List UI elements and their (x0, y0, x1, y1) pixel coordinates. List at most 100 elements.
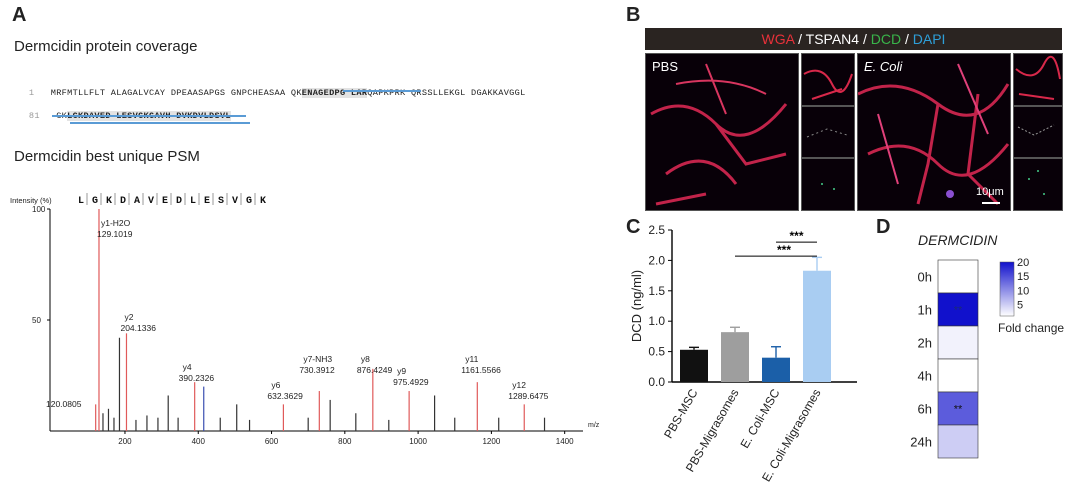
x-tick-label: 1000 (409, 437, 427, 446)
sequence-residue: E (204, 196, 210, 207)
category-label: E. Coli-MSC (737, 386, 782, 450)
panel-c-label: C (626, 216, 641, 238)
x-tick-label: 1200 (482, 437, 500, 446)
ecoli-micrograph: E. Coli 10μm (857, 53, 1011, 211)
ecoli-wga-thumb (1013, 53, 1063, 106)
y-axis-label: Intensity (%) (10, 196, 52, 205)
colorbar-label: Fold change (998, 321, 1064, 335)
sequence-residue: D (120, 196, 126, 207)
significance-stars: *** (789, 229, 803, 243)
psm-title: Dermcidin best unique PSM (14, 148, 200, 165)
stain-legend-part: TSPAN4 (805, 31, 860, 47)
panel-b-label: B (626, 4, 641, 26)
stain-legend: WGA / TSPAN4 / DCD / DAPI (645, 28, 1062, 50)
peak-ion-label: y4 (183, 362, 192, 372)
peak-mz-label: 120.0805 (46, 399, 82, 409)
ecoli-tspan4-thumb (1013, 106, 1063, 158)
x-tick-label: 1400 (556, 437, 574, 446)
x-tick-label: 200 (118, 437, 132, 446)
ecoli-network (858, 63, 1010, 206)
bar (762, 357, 790, 382)
colorbar-tick: 20 (1017, 257, 1029, 269)
seq1-number: 1 (28, 88, 35, 98)
sequence-line-2: 81 GKLGKDAVED LESVGKGAVH DVKDVLDSVL (18, 101, 231, 121)
heatmap-row-label: 6h (918, 402, 932, 417)
sequence-residue: S (218, 196, 224, 207)
seq1-post: QAPKPRK QRSSLLEKGL DGAKKAVGGL (367, 88, 526, 98)
stain-legend-part: / (859, 31, 871, 47)
peak-mz-label: 129.1019 (97, 229, 133, 239)
scale-label: 10μm (976, 186, 1004, 198)
scale-bar (982, 202, 1000, 204)
pbs-label: PBS (652, 59, 679, 74)
heatmap-cell (937, 424, 979, 459)
sequence-residue: K (260, 196, 266, 207)
panel-a-label: A (12, 4, 27, 26)
peak-mz-label: 632.3629 (267, 391, 303, 401)
heatmap-star: ** (954, 404, 963, 416)
gene-title: DERMCIDIN (918, 232, 998, 248)
heatmap-row-label: 24h (910, 435, 932, 450)
y-tick-label: 50 (32, 316, 41, 325)
stain-legend-part: / (901, 31, 913, 47)
x-tick-label: 800 (338, 437, 352, 446)
heatmap-row-label: 4h (918, 369, 932, 384)
heatmap-star: ** (954, 305, 963, 317)
sequence-residue: L (78, 196, 84, 207)
peak-ion-label: y12 (512, 380, 526, 390)
pbs-network (650, 63, 788, 206)
heatmap-cell (937, 325, 979, 360)
y-tick-label: 100 (32, 205, 46, 214)
peak-mz-label: 204.1336 (120, 323, 156, 333)
panel-d-label: D (876, 216, 891, 238)
sequence-residue: L (190, 196, 196, 207)
peak-ion-label: y9 (397, 366, 406, 376)
seq1-pre: MRFMTLLFLT ALAGALVCAY DPEAASAPGS GNPCHEA… (50, 88, 302, 98)
colorbar-tick: 15 (1017, 271, 1029, 283)
peak-ion-label: y8 (361, 354, 370, 364)
sequence-line-1: 1 MRFMTLLFLT ALAGALVCAY DPEAASAPGS GNPCH… (18, 78, 526, 98)
category-label: PBS-MSC (661, 386, 701, 441)
peak-mz-label: 876.4249 (357, 365, 393, 375)
y-axis-label: DCD (ng/ml) (630, 270, 644, 342)
heatmap-cell (937, 391, 979, 426)
significance-stars: *** (777, 243, 791, 257)
sequence-residue: G (92, 196, 98, 207)
peak-ion-label: y7-NH3 (303, 354, 332, 364)
x-axis-label: m/z (588, 422, 600, 429)
sequence-residue: E (162, 196, 168, 207)
bar (803, 270, 831, 382)
coverage-bar-2 (52, 115, 246, 117)
peak-ion-label: y2 (124, 312, 133, 322)
ecoli-label: E. Coli (864, 59, 903, 74)
heatmap-cell (937, 358, 979, 393)
peak-mz-label: 730.3912 (299, 365, 335, 375)
x-tick-label: 600 (265, 437, 279, 446)
coverage-title: Dermcidin protein coverage (14, 38, 198, 55)
heatmap-row-label: 0h (918, 270, 932, 285)
peak-mz-label: 1161.5566 (461, 365, 501, 375)
stain-legend-part: / (794, 31, 806, 47)
ecoli-dcd-thumb (1013, 158, 1063, 211)
sequence-residue: V (148, 196, 154, 207)
heatmap-row-label: 2h (918, 336, 932, 351)
y-tick-label: 1.0 (648, 314, 665, 328)
pbs-dcd-thumb (801, 158, 855, 211)
stain-legend-part: DCD (870, 31, 902, 47)
heatmap-row-label: 1h (918, 303, 932, 318)
coverage-bar-3 (70, 122, 250, 124)
bar (721, 332, 749, 382)
seq1-highlight: ENAGEDPG LAR (301, 88, 368, 98)
seq2-number: 81 (28, 111, 40, 121)
stain-legend-part: DAPI (912, 31, 946, 47)
colorbar-tick: 10 (1017, 285, 1029, 297)
y-tick-label: 0.0 (648, 375, 665, 389)
y-tick-label: 2.0 (648, 253, 665, 267)
dermcidin-heatmap: 0h 1h 2h 4h 6h 24h ** ** 20 15 10 5 Fold change (910, 257, 1064, 459)
heatmap-cell (937, 259, 979, 294)
peak-mz-label: 1289.6475 (508, 391, 548, 401)
sequence-residue: G (246, 196, 252, 207)
colorbar-tick: 5 (1017, 300, 1023, 312)
